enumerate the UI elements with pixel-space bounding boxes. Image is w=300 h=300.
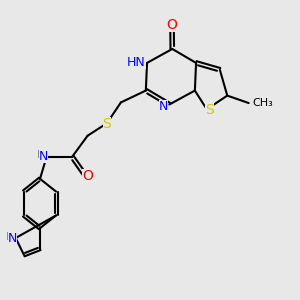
Text: HN: HN [127, 56, 146, 69]
Text: O: O [82, 169, 93, 183]
Text: N: N [39, 150, 48, 163]
Text: N: N [159, 100, 168, 113]
Text: S: S [103, 117, 111, 131]
Text: N: N [8, 232, 17, 245]
Text: O: O [167, 18, 177, 32]
Text: H: H [5, 232, 14, 242]
Text: H: H [37, 150, 45, 160]
Text: S: S [205, 103, 214, 117]
Text: CH₃: CH₃ [252, 98, 273, 108]
